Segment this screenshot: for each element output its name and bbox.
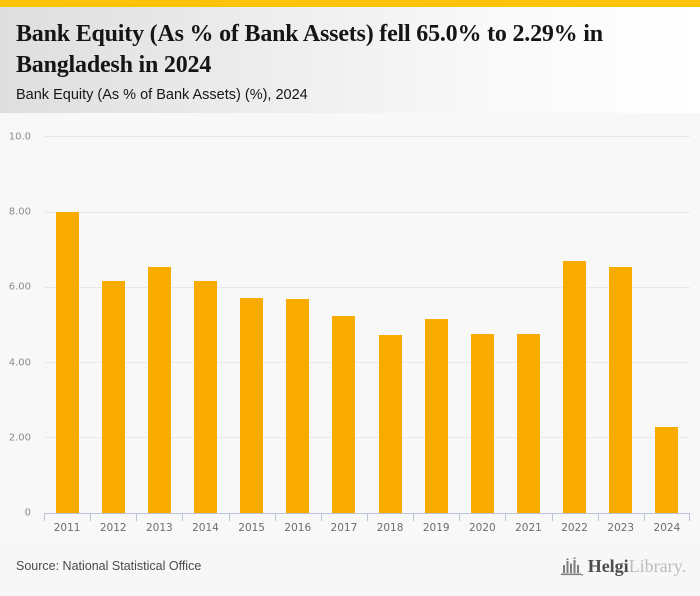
logo-text: HelgiLibrary. — [588, 556, 686, 577]
gridline — [44, 437, 690, 439]
plot-area: 10.0 8.00 6.00 4.00 2.00 0 — [9, 131, 690, 518]
bar-cell-2021 — [505, 137, 551, 513]
chart-header: Bank Equity (As % of Bank Assets) fell 6… — [0, 7, 700, 113]
bar-2012 — [101, 280, 125, 513]
x-axis-tick — [274, 513, 276, 521]
gridline — [44, 136, 690, 138]
x-axis-tick-label: 2021 — [515, 521, 542, 534]
bar-cell-2022 — [552, 137, 598, 513]
x-axis-tick — [182, 513, 184, 521]
bar-2016 — [286, 298, 310, 513]
bar-cell-2013 — [136, 137, 182, 513]
helgi-library-logo: HelgiLibrary. — [560, 556, 686, 577]
x-axis-tick — [551, 513, 553, 521]
logo-text-secondary: Library. — [628, 555, 686, 576]
x-axis-tick — [367, 513, 368, 521]
y-axis-tick-label: 4.00 — [8, 357, 31, 368]
bar-cell-2019 — [413, 137, 459, 513]
bar-cell-2017 — [321, 137, 367, 513]
bar-cell-2016 — [275, 137, 321, 513]
y-axis-tick-label: 0 — [24, 507, 31, 519]
x-axis-tick-label: 2015 — [238, 521, 265, 534]
bar-chart-logo-icon — [560, 557, 583, 575]
x-axis-tick-label: 2014 — [192, 521, 219, 534]
x-axis-tick — [643, 513, 645, 521]
bar-cell-2014 — [182, 137, 228, 513]
x-axis-labels: 2011 2012 2013 2014 2015 2016 2017 2018 2019 2020… — [44, 522, 690, 534]
x-axis-tick — [136, 513, 138, 521]
bar-cell-2023 — [598, 137, 644, 513]
chart-area: 10.0 8.00 6.00 4.00 2.00 0 2011 2012 2013 2014 20… — [0, 112, 700, 540]
y-axis-tick-label: 8.00 — [8, 206, 31, 218]
x-axis-tick-label: 2024 — [653, 521, 681, 534]
bars-container — [44, 137, 690, 513]
x-axis-ticks — [44, 513, 690, 521]
logo-text-primary: Helgi — [587, 555, 629, 576]
page-title: Bank Equity (As % of Bank Assets) fell 6… — [16, 21, 603, 78]
x-axis-tick — [413, 513, 415, 521]
x-axis-tick-label: 2020 — [468, 521, 496, 534]
y-axis-tick-label: 6.00 — [8, 281, 31, 293]
x-axis-tick-label: 2012 — [99, 521, 127, 534]
gridline — [44, 362, 690, 363]
gridline — [44, 286, 690, 288]
bar-cell-2011 — [44, 137, 90, 513]
bar-2024 — [655, 426, 679, 513]
bar-2019 — [424, 318, 448, 513]
bar-2015 — [240, 297, 264, 513]
source-text: Source: National Statistical Office — [16, 559, 202, 573]
x-axis-tick — [505, 513, 507, 521]
footer: Source: National Statistical Office Helg… — [0, 540, 700, 596]
x-axis-tick — [320, 513, 322, 521]
gridline — [44, 211, 690, 213]
x-axis-tick-label: 2023 — [607, 521, 635, 534]
bar-2018 — [378, 334, 402, 513]
x-axis-tick-label: 2011 — [53, 521, 81, 534]
bar-2023 — [609, 267, 633, 513]
x-axis-tick — [90, 513, 92, 521]
bar-cell-2020 — [459, 137, 505, 513]
bar-cell-2018 — [367, 137, 413, 513]
chart-subtitle: Bank Equity (As % of Bank Assets) (%), 2… — [16, 86, 308, 103]
x-axis-tick-label: 2016 — [284, 521, 312, 534]
bar-2022 — [563, 260, 587, 513]
bar-2013 — [147, 266, 171, 513]
x-axis-tick-label: 2018 — [376, 521, 404, 534]
x-axis-tick-label: 2013 — [145, 521, 173, 534]
y-axis-tick-label: 10.0 — [8, 131, 31, 143]
top-accent-bar — [0, 0, 700, 7]
y-axis-tick-label: 2.00 — [8, 432, 31, 444]
x-axis-tick — [689, 513, 690, 521]
bar-cell-2012 — [90, 137, 136, 513]
x-axis-tick — [459, 513, 461, 521]
bar-2021 — [516, 333, 540, 513]
x-axis-tick-label: 2017 — [330, 521, 358, 534]
x-axis-tick-label: 2022 — [561, 521, 588, 534]
bar-cell-2015 — [229, 137, 275, 513]
x-axis-tick — [44, 513, 45, 521]
bar-2017 — [332, 315, 356, 513]
x-axis-tick-label: 2019 — [422, 521, 450, 534]
bar-2011 — [55, 212, 79, 513]
x-axis-tick — [228, 513, 230, 521]
bar-2020 — [470, 333, 494, 513]
x-axis-tick — [597, 513, 599, 521]
bar-2014 — [193, 280, 217, 513]
bar-cell-2024 — [644, 137, 690, 513]
